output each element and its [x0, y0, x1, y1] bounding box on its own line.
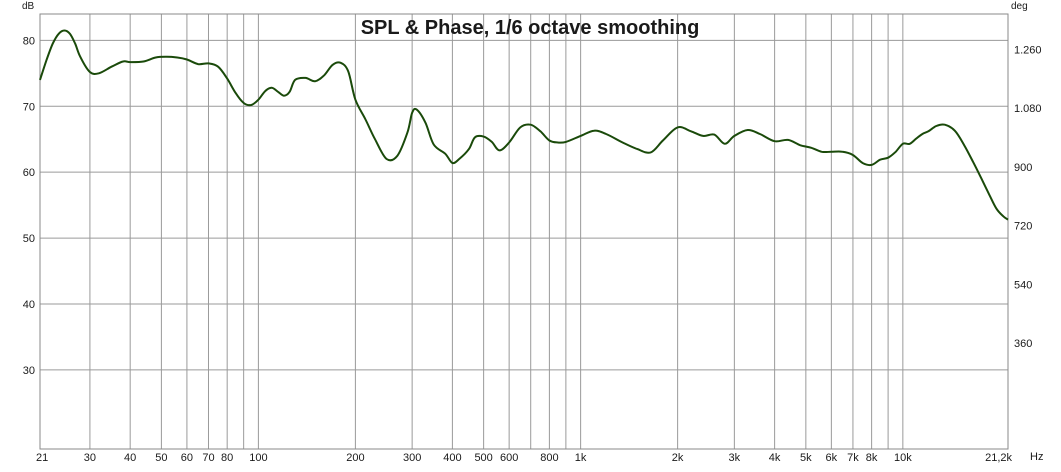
x-tick-label: 5k [800, 452, 812, 464]
x-tick-label: 50 [155, 452, 167, 464]
x-tick-label: 40 [124, 452, 136, 464]
y-left-tick-label: 40 [23, 299, 35, 311]
grid-lines [39, 14, 1009, 449]
y-right-tick-label: 900 [1014, 162, 1032, 174]
x-tick-label: 7k [847, 452, 859, 464]
x-tick-label: 3k [729, 452, 741, 464]
y-right-tick-label: 1.080 [1014, 103, 1042, 115]
y-axis-left-label: dB [22, 1, 35, 12]
x-tick-label: 30 [84, 452, 96, 464]
x-tick-label: 500 [474, 452, 492, 464]
x-tick-label: 600 [500, 452, 518, 464]
y-left-tick-label: 30 [23, 365, 35, 377]
x-tick-label: 21,2k [985, 452, 1012, 464]
x-tick-label: 200 [346, 452, 364, 464]
y-left-tick-label: 70 [23, 101, 35, 113]
x-axis-label: Hz [1030, 451, 1043, 463]
x-tick-label: 6k [826, 452, 838, 464]
x-tick-label: 70 [202, 452, 214, 464]
x-tick-label: 4k [769, 452, 781, 464]
x-tick-label: 60 [181, 452, 193, 464]
series-layer [39, 29, 1009, 221]
x-tick-label: 2k [672, 452, 684, 464]
y-axis-right-label: deg [1011, 1, 1028, 12]
y-right-tick-label: 720 [1014, 221, 1032, 233]
y-right-tick-label: 360 [1014, 338, 1032, 350]
x-tick-label: 80 [221, 452, 233, 464]
x-tick-label: 300 [403, 452, 421, 464]
y-left-tick-label: 60 [23, 167, 35, 179]
x-tick-label: 800 [540, 452, 558, 464]
x-tick-label: 100 [249, 452, 267, 464]
x-tick-label: 21 [36, 452, 48, 464]
spl-curve [39, 29, 1009, 221]
y-right-tick-label: 1.260 [1014, 44, 1042, 56]
y-right-tick-label: 540 [1014, 279, 1032, 291]
y-left-tick-label: 80 [23, 35, 35, 47]
x-tick-label: 8k [866, 452, 878, 464]
tick-labels: 21 30 40 50 60 70 80 100 200 300 400 500 600 800 1k 2k 3… [23, 35, 1042, 464]
x-tick-label: 1k [575, 452, 587, 464]
y-left-tick-label: 50 [23, 233, 35, 245]
chart-title: SPL & Phase, 1/6 octave smoothing [361, 17, 700, 39]
x-tick-label: 10k [894, 452, 912, 464]
plot-frame [39, 13, 1009, 450]
x-tick-label: 400 [443, 452, 461, 464]
